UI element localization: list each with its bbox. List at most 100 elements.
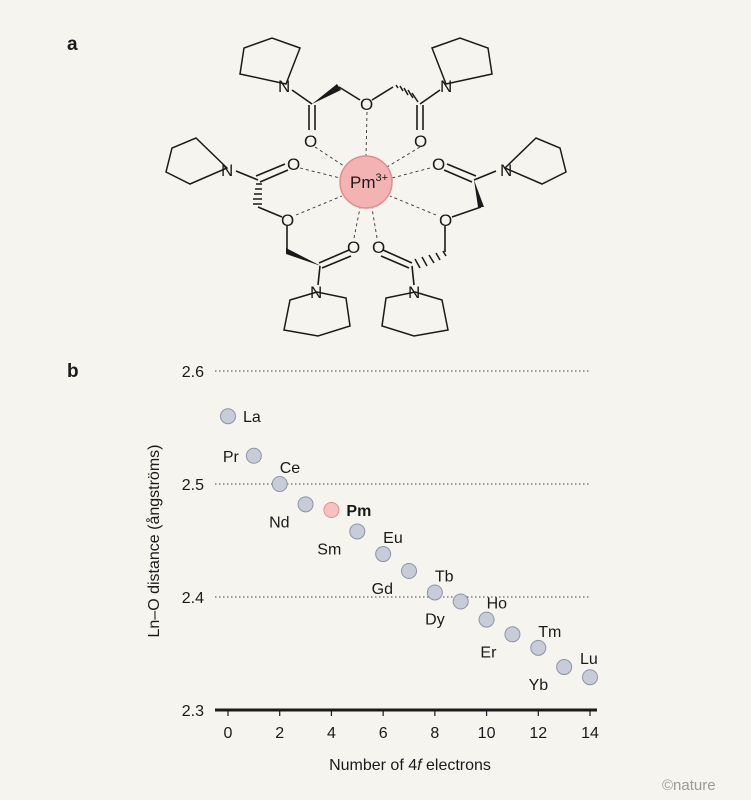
point-label-er: Er (480, 644, 497, 661)
atom-n: N (440, 77, 452, 96)
bond-c-n (317, 265, 321, 286)
wedge-bond (312, 84, 341, 104)
x-axis: 0 2 4 6 8 10 12 14 (224, 710, 599, 742)
y-tick-label: 2.5 (182, 477, 204, 494)
coordination-bonds (295, 111, 437, 239)
ln-o-distance-chart: 2.3 2.4 2.5 2.6 0 2 4 6 8 10 12 14 La Ce Pr Nd Pm Sm Eu G… (145, 364, 599, 774)
x-tick-label: 6 (379, 725, 388, 742)
x-tick-label: 0 (224, 725, 233, 742)
point-pm (323, 501, 340, 518)
x-tick-label: 2 (275, 725, 284, 742)
bond-c-o-ether (451, 206, 482, 218)
point-label-tm: Tm (538, 624, 561, 641)
point-label-ho: Ho (487, 596, 508, 613)
x-tick-label: 14 (581, 725, 599, 742)
pyrrolidine-ring-left (165, 137, 229, 185)
bond-n-c (291, 89, 313, 105)
y-tick-label: 2.4 (182, 590, 204, 607)
x-tick-label: 10 (478, 725, 496, 742)
atom-n: N (221, 161, 233, 180)
bond-c-o-ether (257, 206, 283, 218)
bond-n-c (419, 89, 441, 105)
point-label-eu: Eu (383, 530, 403, 547)
bond-c-o-double-1 (318, 249, 350, 264)
point-sm (349, 523, 366, 540)
bond-n-c (473, 170, 497, 181)
hashed-bond (395, 84, 419, 103)
x-axis-title: Number of 4f electrons (329, 757, 491, 774)
bond-c-o-double-2 (259, 169, 289, 183)
point-label-nd: Nd (269, 514, 289, 531)
wedge-bond (286, 248, 321, 266)
atom-n: N (278, 77, 290, 96)
pm-complex-structure: Pm3+ N N O O O N N O O O O O O N N (165, 37, 567, 337)
point-pr (245, 447, 262, 464)
atom-o-carbonyl: O (287, 155, 300, 174)
atom-o-ether: O (439, 211, 452, 230)
bond-c-o-ether (371, 86, 394, 101)
point-ce (271, 476, 288, 492)
point-label-yb: Yb (529, 677, 549, 694)
panel-a-label: a (67, 34, 78, 55)
panel-b-label: b (67, 361, 79, 382)
point-lu (582, 669, 598, 686)
pm-ion-label: Pm3+ (350, 172, 388, 192)
point-label-ce: Ce (280, 460, 301, 477)
atom-n: N (310, 283, 322, 302)
bond-c-o-double-1 (446, 163, 477, 177)
atom-o-carbonyl: O (304, 132, 317, 151)
y-tick-label: 2.6 (182, 364, 204, 381)
atom-labels: N N O O O N N O O O O O O N N (221, 77, 512, 302)
atom-n: N (408, 283, 420, 302)
bond-c-o-double-1 (255, 163, 286, 177)
pyrrolidine-ring-right (503, 137, 567, 185)
atom-o-ether: O (281, 211, 294, 230)
point-label-sm: Sm (317, 541, 341, 558)
point-label-la: La (243, 409, 261, 426)
nature-credit: ©nature (662, 777, 716, 794)
pyrrolidine-ring-top-left (239, 37, 301, 85)
pm-ion-sphere (339, 155, 393, 209)
bond-c-o-double-2 (321, 255, 352, 269)
atom-o-carbonyl: O (432, 155, 445, 174)
point-label-pm: Pm (346, 503, 371, 520)
point-label-dy: Dy (425, 612, 445, 629)
bond-c-o-double-2 (380, 255, 410, 269)
point-ho (478, 611, 495, 628)
point-dy (452, 593, 469, 610)
point-label-lu: Lu (580, 651, 598, 668)
x-tick-label: 12 (529, 725, 547, 742)
atom-o-carbonyl: O (347, 238, 360, 257)
y-axis-title: Ln–O distance (ångströms) (145, 445, 163, 638)
point-er (504, 626, 521, 643)
atom-o-ether: O (360, 95, 373, 114)
y-axis: 2.3 2.4 2.5 2.6 (182, 364, 204, 720)
point-la (220, 408, 236, 425)
point-tm (530, 639, 547, 656)
x-tick-label: 4 (327, 725, 336, 742)
point-label-pr: Pr (223, 449, 240, 466)
point-eu (375, 546, 392, 563)
x-tick-label: 8 (430, 725, 439, 742)
point-gd (401, 563, 417, 580)
pyrrolidine-ring-bottom-right (381, 291, 449, 337)
wedge-bond (474, 180, 484, 207)
point-label-gd: Gd (372, 581, 393, 598)
bond-c-o-ether (338, 86, 361, 101)
hashed-bond (253, 183, 262, 205)
bond-n-c (235, 170, 259, 181)
atom-o-carbonyl: O (372, 238, 385, 257)
y-tick-label: 2.3 (182, 703, 204, 720)
point-nd (297, 496, 314, 513)
pyrrolidine-ring-bottom-left (283, 291, 351, 337)
point-tb (426, 584, 443, 601)
pyrrolidine-ring-top-right (431, 37, 493, 85)
bond-c-n (411, 265, 415, 286)
bond-c-o-double-2 (443, 169, 473, 183)
data-points: La Ce Pr Nd Pm Sm Eu Gd Tb Dy Ho Er Tm Yb Lu (220, 408, 598, 694)
bond-c-o-double-1 (382, 249, 413, 264)
gridlines (215, 370, 597, 712)
point-label-tb: Tb (435, 568, 454, 585)
